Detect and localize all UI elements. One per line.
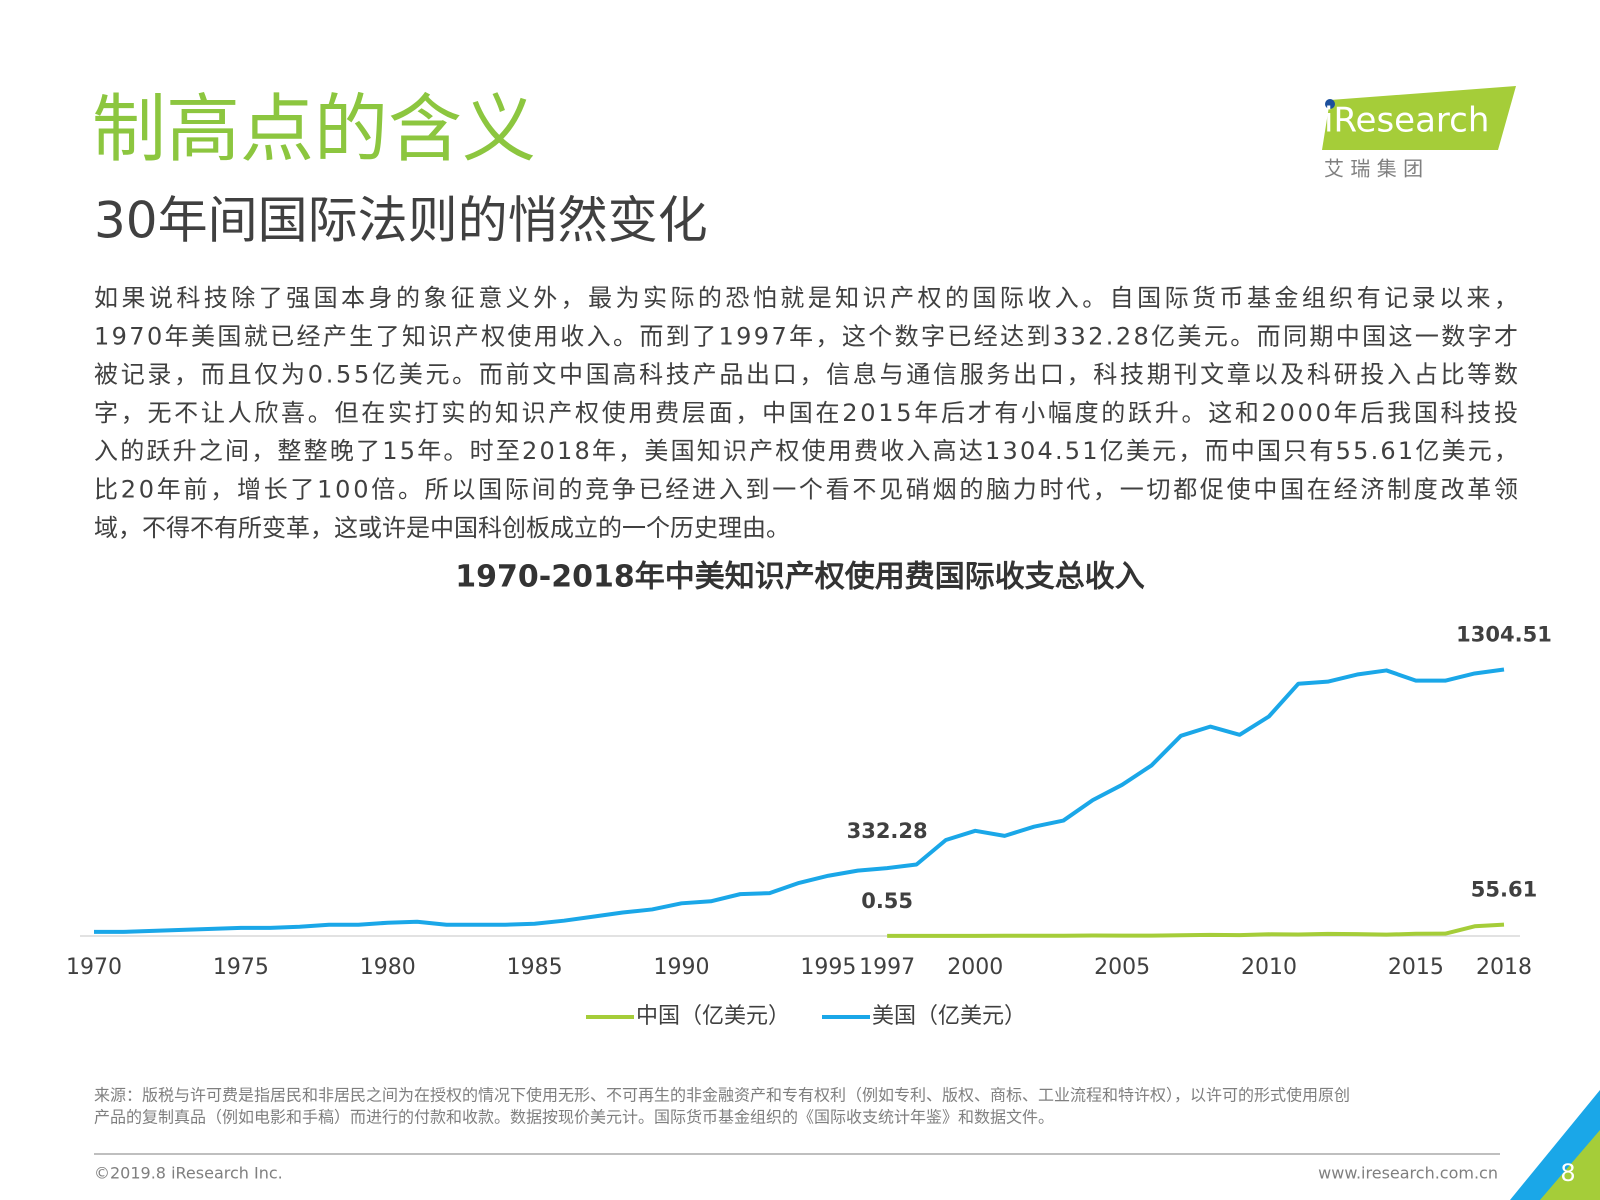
x-tick-label: 1997 bbox=[859, 955, 915, 980]
corner-green bbox=[1540, 1130, 1600, 1200]
source-line: 来源：版税与许可费是指居民和非居民之间为在授权的情况下使用无形、不可再生的非金融… bbox=[94, 1086, 1350, 1105]
logo-dot bbox=[1325, 99, 1335, 109]
x-tick-label: 2010 bbox=[1241, 955, 1297, 980]
url: www.iresearch.com.cn bbox=[1318, 1164, 1498, 1183]
title: 制高点的含义 bbox=[92, 87, 536, 173]
x-tick-label: 1985 bbox=[507, 955, 563, 980]
page-number: 8 bbox=[1560, 1159, 1575, 1187]
logo-name: iResearch bbox=[1324, 101, 1489, 141]
chart-title: 1970-2018年中美知识产权使用费国际收支总收入 bbox=[455, 560, 1144, 595]
x-tick-label: 2000 bbox=[947, 955, 1003, 980]
paragraph-line: 如果说科技除了强国本身的象征意义外，最为实际的恐怕就是知识产权的国际收入。自国际… bbox=[94, 284, 1518, 312]
paragraph-line: 入的跃升之间，整整晚了15年。时至2018年，美国知识产权使用费收入高达1304… bbox=[94, 437, 1518, 465]
data-label: 332.28 bbox=[847, 819, 928, 843]
line bbox=[887, 922, 1505, 938]
legend-label: 中国（亿美元） bbox=[636, 1004, 790, 1029]
paragraph-line: 被记录，而且仅为0.55亿美元。而前文中国高科技产品出口，信息与通信服务出口，科… bbox=[94, 361, 1518, 389]
data-label: 1304.51 bbox=[1456, 623, 1552, 647]
logo-cn: 艾 瑞 集 团 bbox=[1324, 157, 1423, 181]
x-tick-label: 1970 bbox=[66, 955, 122, 980]
x-tick-label: 1990 bbox=[654, 955, 710, 980]
logo-badge bbox=[1322, 86, 1516, 150]
x-tick-label: 2018 bbox=[1476, 955, 1532, 980]
legend-label: 美国（亿美元） bbox=[872, 1004, 1026, 1029]
copyright: ©2019.8 iResearch Inc. bbox=[94, 1164, 283, 1183]
subtitle: 30年间国际法则的悄然变化 bbox=[94, 192, 708, 250]
data-label: 55.61 bbox=[1471, 878, 1537, 902]
x-tick-label: 1975 bbox=[213, 955, 269, 980]
paragraph-line: 域，不得不有所变革，这或许是中国科创板成立的一个历史理由。 bbox=[94, 514, 790, 542]
x-tick-label: 2015 bbox=[1388, 955, 1444, 980]
data-label: 0.55 bbox=[861, 889, 913, 913]
x-tick-label: 2005 bbox=[1094, 955, 1150, 980]
x-tick-label: 1980 bbox=[360, 955, 416, 980]
x-tick-label: 1995 bbox=[800, 955, 856, 980]
line bbox=[94, 667, 1505, 934]
paragraph-line: 比20年前，增长了100倍。所以国际间的竞争已经进入到一个看不见硝烟的脑力时代，… bbox=[94, 476, 1518, 504]
paragraph-line: 字，无不让人欣喜。但在实打实的知识产权使用费层面，中国在2015年后才有小幅度的… bbox=[94, 399, 1518, 427]
paragraph-line: 1970年美国就已经产生了知识产权使用收入。而到了1997年，这个数字已经达到3… bbox=[94, 322, 1518, 350]
source-line: 产品的复制真品（例如电影和手稿）而进行的付款和收款。数据按现价美元计。国际货币基… bbox=[94, 1108, 1054, 1127]
